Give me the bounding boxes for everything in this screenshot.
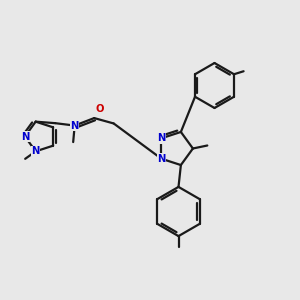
Text: N: N bbox=[70, 121, 79, 130]
Text: O: O bbox=[95, 104, 104, 114]
Text: N: N bbox=[157, 133, 166, 143]
Text: N: N bbox=[157, 154, 166, 164]
Text: N: N bbox=[32, 146, 40, 156]
Text: N: N bbox=[21, 131, 29, 142]
